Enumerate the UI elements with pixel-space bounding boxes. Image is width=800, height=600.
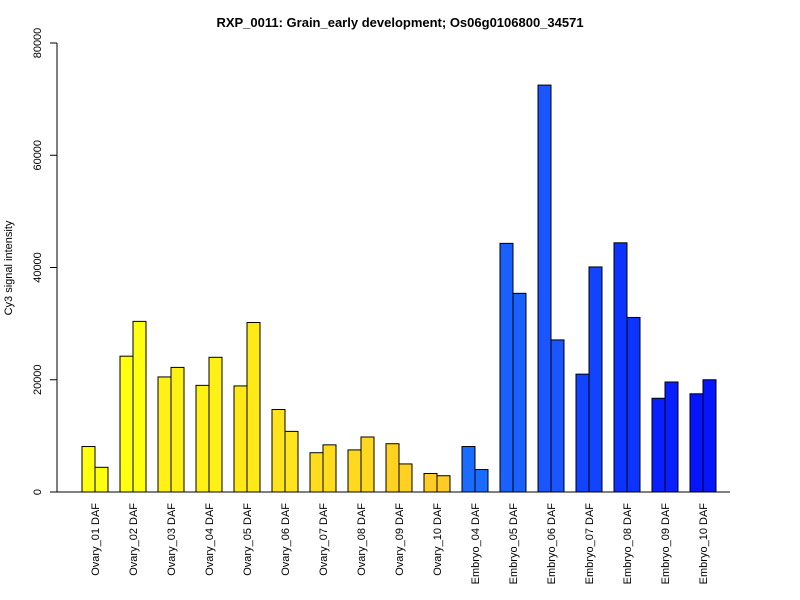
bar xyxy=(575,373,590,493)
bar xyxy=(550,339,565,493)
bar xyxy=(385,443,400,493)
x-axis-tick-labels: Ovary_01 DAF Ovary_02 DAF Ovary_03 DAF Ovar… xyxy=(90,503,710,585)
x-tick-label: Embryo_09 DAF xyxy=(660,503,672,585)
bar xyxy=(461,446,476,493)
y-tick-label: 40000 xyxy=(32,252,44,283)
bars-group xyxy=(81,84,717,493)
bar xyxy=(132,320,147,493)
x-tick-label: Ovary_08 DAF xyxy=(356,503,368,576)
x-tick-label: Embryo_10 DAF xyxy=(698,503,710,585)
bar xyxy=(664,381,679,493)
bar xyxy=(322,444,337,493)
bar xyxy=(512,292,527,493)
bar xyxy=(436,475,451,493)
bar xyxy=(246,322,261,493)
bar xyxy=(588,266,603,493)
x-tick-label: Ovary_03 DAF xyxy=(166,503,178,576)
x-tick-label: Ovary_02 DAF xyxy=(128,503,140,576)
x-tick-label: Ovary_07 DAF xyxy=(318,503,330,576)
bar xyxy=(195,384,210,493)
y-tick-label: 80000 xyxy=(32,28,44,59)
bar xyxy=(233,385,248,493)
x-tick-label: Ovary_06 DAF xyxy=(280,503,292,576)
x-tick-label: Embryo_08 DAF xyxy=(622,503,634,585)
x-tick-label: Ovary_10 DAF xyxy=(432,503,444,576)
x-tick-label: Embryo_04 DAF xyxy=(470,503,482,585)
x-tick-label: Ovary_09 DAF xyxy=(394,503,406,576)
bar xyxy=(347,449,362,493)
bar xyxy=(309,452,324,493)
bar xyxy=(626,316,641,493)
y-tick-label: 60000 xyxy=(32,140,44,171)
bar xyxy=(81,446,96,493)
bar xyxy=(474,469,489,493)
bar xyxy=(360,436,375,493)
bar xyxy=(499,242,514,493)
bar xyxy=(170,366,185,493)
x-tick-label: Ovary_01 DAF xyxy=(90,503,102,576)
bar xyxy=(157,376,172,493)
bar xyxy=(613,242,628,493)
y-axis-label: Cy3 signal intensity xyxy=(3,220,15,315)
x-tick-label: Embryo_05 DAF xyxy=(508,503,520,585)
bar xyxy=(284,430,299,493)
y-axis-ticks: 0 20000 40000 60000 80000 xyxy=(32,28,57,495)
x-tick-label: Embryo_07 DAF xyxy=(584,503,596,585)
bar xyxy=(537,84,552,493)
x-tick-label: Ovary_04 DAF xyxy=(204,503,216,576)
bar xyxy=(423,472,438,493)
bar xyxy=(271,408,286,493)
y-tick-label: 0 xyxy=(32,489,44,495)
bar xyxy=(651,397,666,493)
bar xyxy=(119,355,134,493)
bar xyxy=(702,379,717,493)
chart-title: RXP_0011: Grain_early development; Os06g… xyxy=(216,15,583,30)
bar xyxy=(208,356,223,493)
x-tick-label: Embryo_06 DAF xyxy=(546,503,558,585)
y-tick-label: 20000 xyxy=(32,364,44,395)
bar xyxy=(94,466,109,493)
bar xyxy=(398,463,413,493)
x-tick-label: Ovary_05 DAF xyxy=(242,503,254,576)
bar xyxy=(689,393,704,493)
